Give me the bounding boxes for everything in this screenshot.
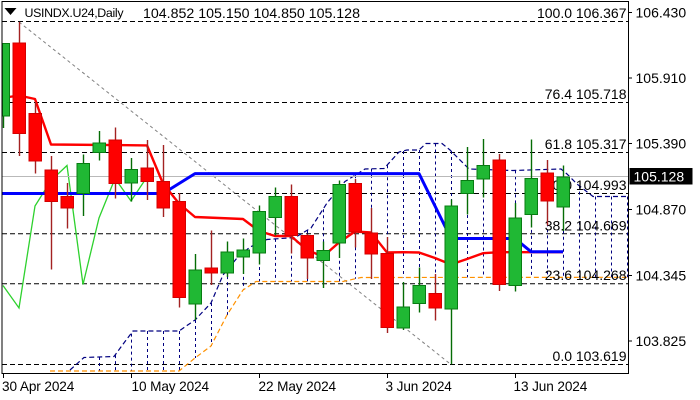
svg-text:USINDX.U24,Daily: USINDX.U24,Daily <box>25 6 125 20</box>
svg-text:23.6 104.268: 23.6 104.268 <box>545 267 627 283</box>
svg-text:105.128: 105.128 <box>634 169 685 185</box>
svg-text:104.870: 104.870 <box>636 202 687 218</box>
svg-text:13 Jun 2024: 13 Jun 2024 <box>514 379 588 394</box>
svg-text:105.910: 105.910 <box>636 70 687 86</box>
svg-text:22 May 2024: 22 May 2024 <box>259 379 337 394</box>
svg-text:106.430: 106.430 <box>636 5 687 21</box>
svg-text:105.390: 105.390 <box>636 136 687 152</box>
svg-text:3 Jun 2024: 3 Jun 2024 <box>386 379 453 394</box>
svg-text:104.345: 104.345 <box>636 268 687 284</box>
svg-text:38.2 104.669: 38.2 104.669 <box>545 217 627 233</box>
svg-text:103.825: 103.825 <box>636 333 687 349</box>
svg-text:100.0 106.367: 100.0 106.367 <box>537 5 627 21</box>
svg-text:76.4 105.718: 76.4 105.718 <box>545 86 627 102</box>
svg-text:104.852 105.150 104.850 105.12: 104.852 105.150 104.850 105.128 <box>143 6 360 22</box>
svg-text:10 May 2024: 10 May 2024 <box>132 379 210 394</box>
svg-text:0.0 103.619: 0.0 103.619 <box>553 348 627 364</box>
svg-text:61.8 105.317: 61.8 105.317 <box>545 136 627 152</box>
svg-text:30 Apr 2024: 30 Apr 2024 <box>2 379 75 394</box>
